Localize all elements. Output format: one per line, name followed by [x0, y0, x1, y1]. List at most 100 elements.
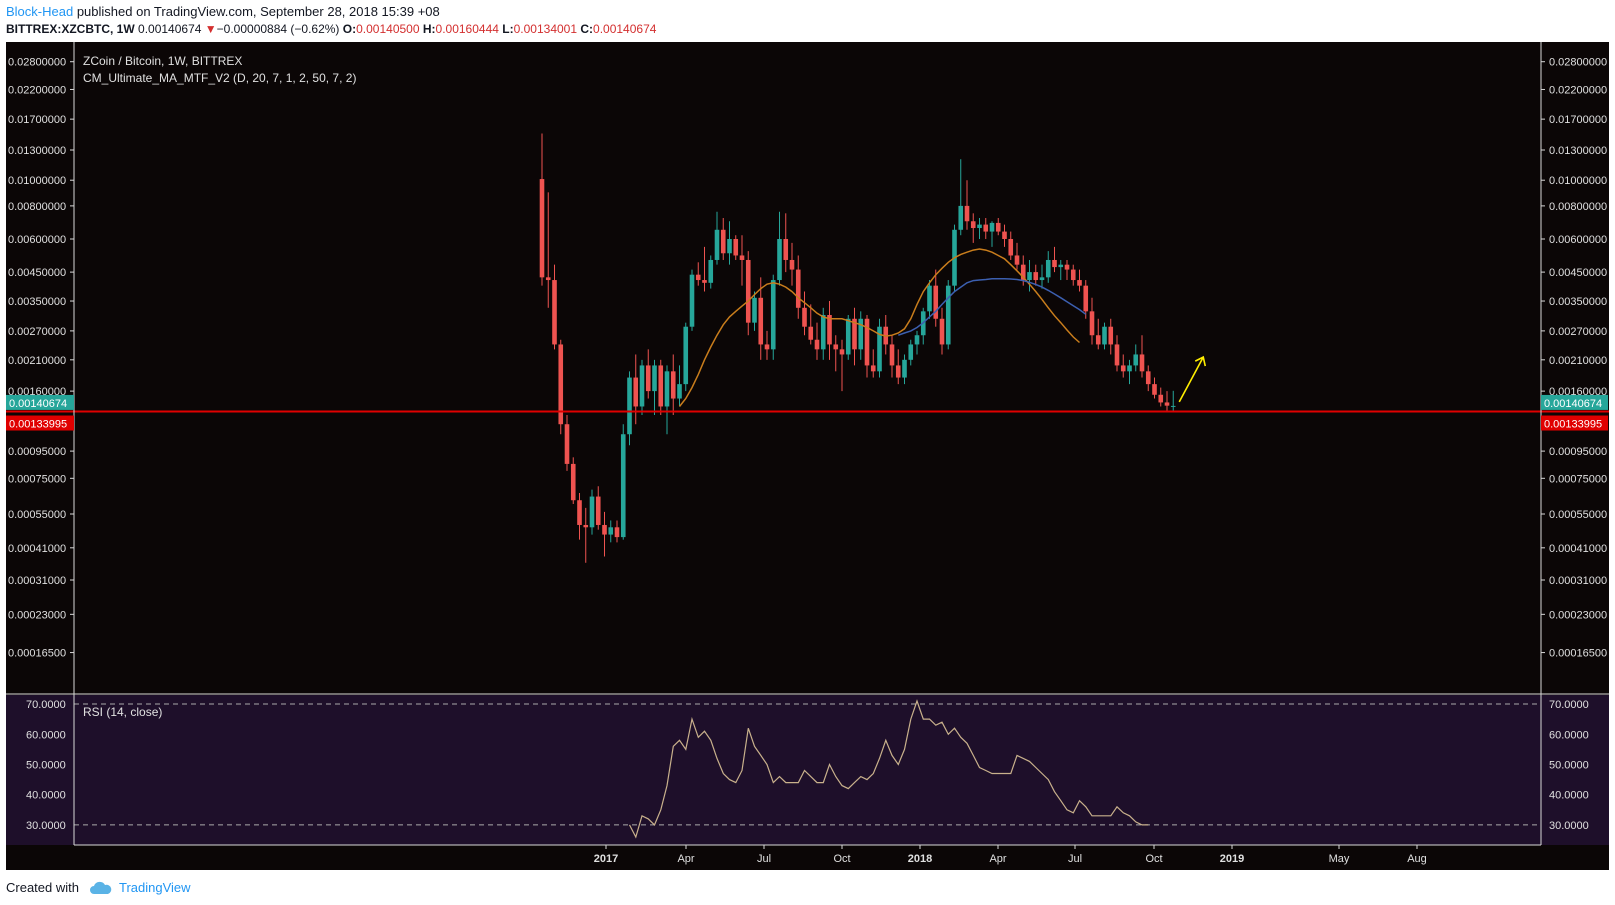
y-tick-label-left: 0.00095000: [8, 446, 66, 458]
y-tick-label-right: 0.00055000: [1549, 509, 1607, 521]
y-tick-label-left: 0.00041000: [8, 543, 66, 555]
candle-body: [739, 255, 745, 260]
x-tick-label: Apr: [677, 853, 694, 865]
open-label: O:: [342, 22, 357, 36]
candle-body: [1052, 259, 1057, 268]
rsi-tick-label-left: 60.0000: [26, 729, 66, 741]
x-tick-label: 2018: [908, 853, 932, 865]
tradingview-link[interactable]: TradingView: [118, 880, 191, 895]
candle-body: [1127, 365, 1132, 372]
y-tick-label-right: 0.00016500: [1549, 648, 1607, 660]
candle-body: [827, 314, 832, 345]
candle-body: [958, 205, 964, 230]
candle-body: [695, 274, 701, 281]
axes: 0.02800000 0.02800000 0.02200000 0.02200000…: [6, 42, 1609, 865]
x-tick-label: May: [1329, 853, 1350, 865]
y-tick-label-right: 0.00800000: [1549, 201, 1607, 213]
candle-body: [864, 318, 870, 366]
y-tick-label-left: 0.00450000: [8, 267, 66, 279]
cloud-icon[interactable]: [89, 881, 113, 895]
rsi-pane[interactable]: [74, 699, 1541, 839]
candle-body: [902, 359, 907, 378]
candle-body: [945, 285, 951, 345]
candle-body: [1170, 405, 1176, 407]
candle-body: [895, 365, 901, 378]
chart-title: ZCoin / Bitcoin, 1W, BITTREX: [83, 54, 242, 68]
candle-body: [995, 222, 1001, 232]
symbol-bar: BITTREX:XZCBTC, 1W 0.00140674 ▼−0.000008…: [6, 22, 656, 36]
rsi-tick-label-right: 30.0000: [1549, 820, 1589, 832]
candle-body: [814, 339, 820, 350]
y-tick-label-left: 0.00350000: [8, 296, 66, 308]
candle-body: [1108, 326, 1114, 345]
candle-body: [1033, 272, 1039, 281]
y-tick-label-right: 0.00023000: [1549, 609, 1607, 621]
candle-body: [608, 527, 614, 535]
arrow-up-head: [1194, 355, 1207, 367]
support-tag-right-bg: [1541, 415, 1608, 431]
x-tick-label: Aug: [1407, 853, 1427, 865]
published-text: published on TradingView.com, September …: [73, 4, 440, 19]
candle-body: [577, 500, 582, 525]
y-tick-label-left: 0.00600000: [8, 234, 66, 246]
candle-body: [1070, 269, 1076, 281]
candle-body: [1102, 326, 1107, 345]
support-tag-left-bg: [6, 415, 74, 431]
candle-body: [783, 238, 789, 260]
down-triangle-icon: ▼: [204, 22, 217, 36]
rsi-band: [6, 695, 1609, 845]
y-tick-label-right: 0.00350000: [1549, 296, 1607, 308]
candle-body: [627, 377, 632, 435]
candle-body: [977, 224, 982, 229]
x-tick-label: Apr: [989, 853, 1006, 865]
arrow-up-shaft: [1178, 356, 1204, 403]
open-value: 0.00140500: [356, 22, 420, 36]
support-tag-right: 0.00133995: [1544, 419, 1602, 431]
candle-body: [908, 344, 914, 360]
x-tick-label: 2017: [594, 853, 618, 865]
candle-body: [1002, 231, 1007, 239]
candle-body: [670, 371, 676, 399]
candle-body: [583, 524, 589, 528]
y-tick-label-right: 0.01000000: [1549, 175, 1607, 187]
close-value: 0.00140674: [593, 22, 657, 36]
candle-body: [689, 274, 695, 327]
y-tick-label-right: 0.00600000: [1549, 234, 1607, 246]
candle-body: [620, 434, 626, 538]
y-tick-label-right: 0.02800000: [1549, 57, 1607, 69]
candle-body: [1089, 311, 1095, 336]
candle-body: [1039, 277, 1045, 281]
candle-body: [589, 496, 595, 528]
last-price: 0.00140674: [138, 22, 202, 36]
y-tick-label-right: 0.00210000: [1549, 355, 1607, 367]
rsi-tick-label-right: 40.0000: [1549, 790, 1589, 802]
candle-body: [933, 285, 939, 319]
low-label: L:: [502, 22, 514, 36]
candle-body: [1152, 384, 1157, 395]
candle-body: [1139, 354, 1145, 372]
x-tick-label: 2019: [1220, 853, 1244, 865]
x-tick-label: Oct: [833, 853, 850, 865]
y-tick-label-left: 0.00270000: [8, 326, 66, 338]
candle-body: [645, 365, 651, 392]
candle-body: [570, 463, 576, 501]
candle-body: [564, 424, 570, 464]
candle-body: [752, 297, 757, 323]
author-link[interactable]: Block-Head: [6, 4, 74, 19]
price-change: −0.00000884 (−0.62%): [216, 22, 340, 36]
candle-body: [927, 285, 932, 312]
price-pane[interactable]: [6, 133, 1609, 563]
candle-body: [833, 344, 839, 350]
candle-body: [758, 297, 764, 345]
candle-body: [1058, 264, 1064, 268]
candle-body: [1114, 344, 1120, 366]
candle-body: [820, 314, 826, 350]
candle-body: [983, 224, 989, 232]
candle-body: [802, 307, 807, 327]
close-label: C:: [580, 22, 594, 36]
last-price-tag-right: 0.00140674: [1544, 398, 1602, 410]
rsi-tick-label-left: 40.0000: [26, 790, 66, 802]
rsi-tick-label-right: 60.0000: [1549, 729, 1589, 741]
candle-body: [633, 377, 639, 407]
